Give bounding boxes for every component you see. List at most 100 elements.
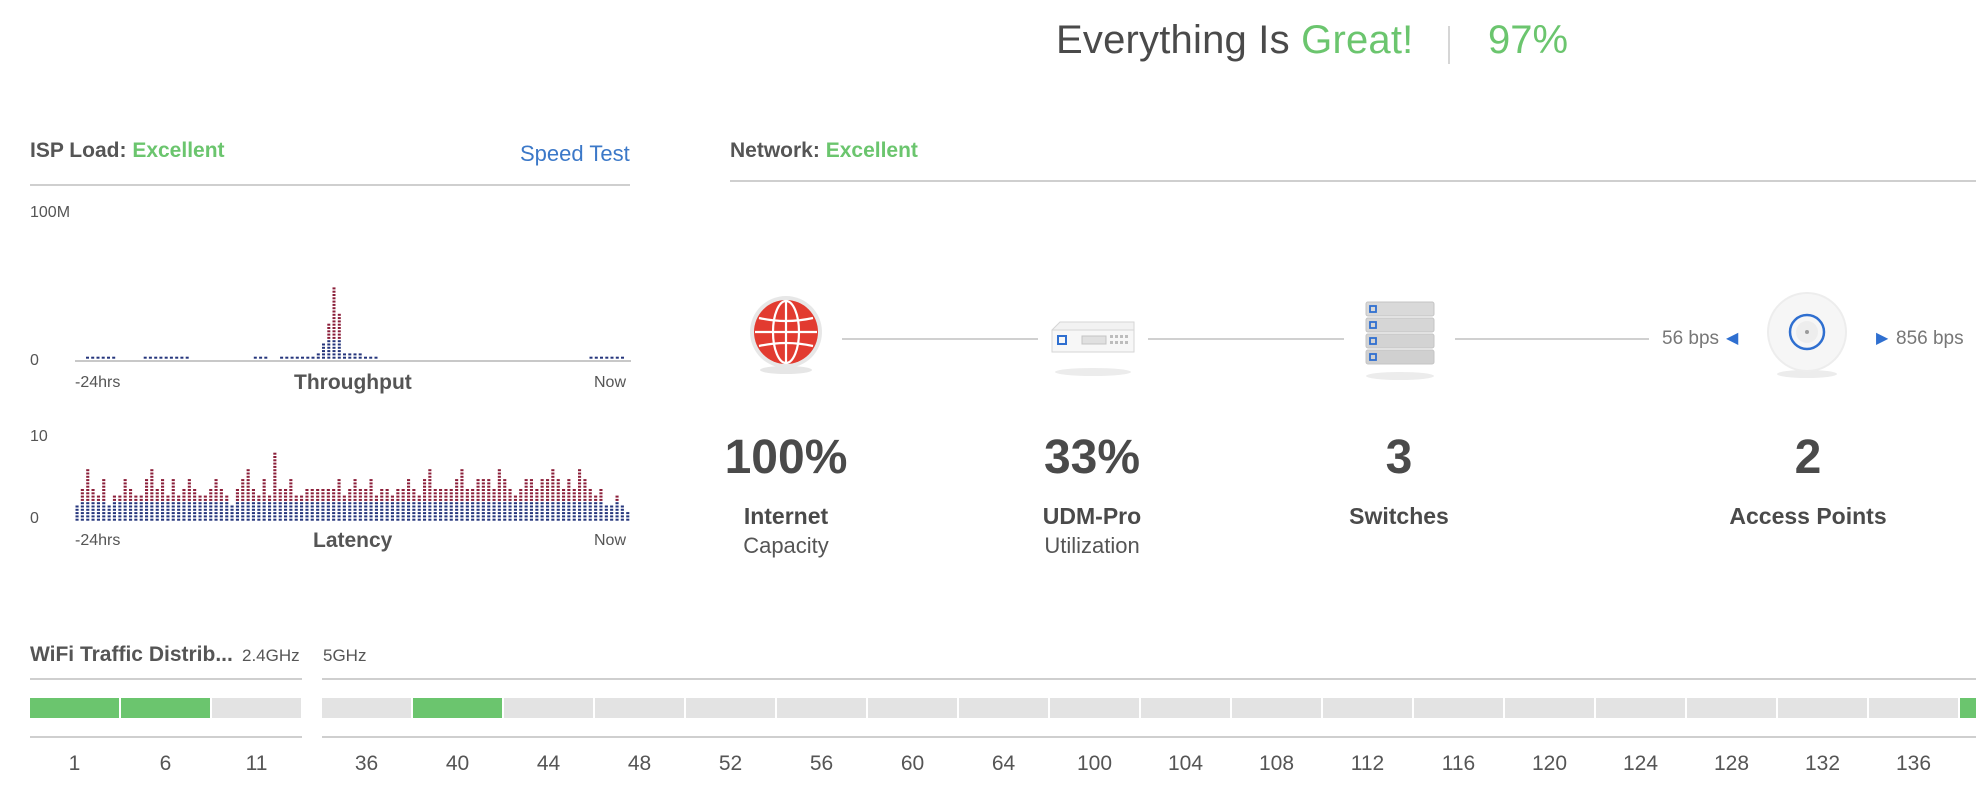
latency-bar-segment (449, 508, 453, 511)
throughput-bar-segment (348, 356, 352, 359)
network-label: Network: (730, 139, 820, 162)
channel-bar-5-48[interactable] (595, 698, 684, 718)
latency-bar-segment (471, 505, 475, 508)
latency-bar-segment (492, 512, 496, 515)
latency-bar-segment (423, 515, 427, 518)
latency-bar-segment (626, 512, 630, 515)
latency-bar-segment (380, 489, 384, 491)
channel-bar-5-128[interactable] (1687, 698, 1776, 718)
latency-bar-segment (278, 489, 282, 491)
latency-bar-segment (481, 482, 485, 485)
latency-bar-segment (551, 502, 555, 505)
channel-bar-5-100[interactable] (1050, 698, 1139, 718)
latency-bar-segment (134, 505, 138, 508)
channel-bar-24-6[interactable] (121, 698, 210, 718)
channel-bar-5-40[interactable] (413, 698, 502, 718)
latency-bar-segment (150, 472, 154, 475)
latency-bar-segment (455, 479, 459, 482)
latency-bar-segment (182, 492, 186, 495)
globe-icon[interactable] (748, 294, 824, 378)
latency-bar-segment (289, 498, 293, 501)
latency-bar-segment (578, 508, 582, 511)
latency-bar-segment (567, 505, 571, 508)
latency-bar-segment (588, 498, 592, 501)
channel-bar-5-36[interactable] (322, 698, 411, 718)
latency-bar-segment (594, 495, 598, 498)
latency-bar-segment (471, 502, 475, 505)
latency-bar-segment (455, 518, 459, 521)
throughput-bar-segment (327, 350, 331, 353)
throughput-bar-segment (327, 323, 331, 326)
latency-bar-segment (348, 515, 352, 518)
latency-bar-segment (86, 482, 90, 485)
speed-test-link[interactable]: Speed Test (520, 141, 630, 166)
latency-bar-segment (385, 505, 389, 508)
throughput-bar-segment (96, 356, 100, 359)
latency-bar-segment (294, 512, 298, 515)
latency-bar-segment (385, 489, 389, 491)
latency-bar-segment (556, 492, 560, 495)
latency-bar-segment (524, 515, 528, 518)
channel-bar-5-56[interactable] (777, 698, 866, 718)
channel-bar-5-104[interactable] (1141, 698, 1230, 718)
latency-bar-segment (182, 489, 186, 491)
latency-bar-segment (546, 515, 550, 518)
channel-bar-5-64[interactable] (959, 698, 1048, 718)
latency-bar-segment (508, 512, 512, 515)
channel-bar-24-11[interactable] (212, 698, 301, 718)
latency-bar-segment (214, 502, 218, 505)
latency-bar-segment (615, 495, 619, 498)
latency-bar-segment (369, 502, 373, 505)
latency-bar-segment (96, 512, 100, 515)
channel-bar-24-1[interactable] (30, 698, 119, 718)
latency-bar-segment (407, 505, 411, 508)
latency-bar-segment (86, 508, 90, 511)
latency-bar-segment (155, 515, 159, 518)
access-point-icon[interactable] (1764, 292, 1850, 380)
latency-bar-segment (321, 498, 325, 501)
latency-bar-segment (513, 495, 517, 498)
latency-bar-segment (161, 495, 165, 498)
channel-bar-5-132[interactable] (1778, 698, 1867, 718)
latency-bar-segment (529, 508, 533, 511)
latency-bar-segment (209, 489, 213, 491)
gateway-icon[interactable] (1046, 316, 1140, 378)
latency-bar-segment (364, 515, 368, 518)
latency-bar-segment (123, 495, 127, 498)
latency-bar-segment (155, 498, 159, 501)
channel-bar-5-136[interactable] (1869, 698, 1958, 718)
channel-bar-5-extra[interactable] (1960, 698, 1976, 718)
latency-bar-segment (332, 508, 336, 511)
latency-bar-segment (96, 508, 100, 511)
latency-bar-segment (235, 505, 239, 508)
channel-bar-5-52[interactable] (686, 698, 775, 718)
latency-bar-segment (145, 518, 149, 521)
channel-bar-5-44[interactable] (504, 698, 593, 718)
channel-bar-5-60[interactable] (868, 698, 957, 718)
latency-bar-segment (578, 472, 582, 475)
latency-bar-segment (497, 508, 501, 511)
channel-bar-5-112[interactable] (1323, 698, 1412, 718)
throughput-bar-segment (101, 356, 105, 359)
channel-bar-5-124[interactable] (1596, 698, 1685, 718)
latency-bar-segment (134, 508, 138, 511)
latency-bar-segment (385, 515, 389, 518)
latency-bar-segment (268, 498, 272, 501)
latency-bar-segment (583, 512, 587, 515)
latency-bar-segment (578, 498, 582, 501)
switch-stack-icon[interactable] (1362, 298, 1438, 382)
latency-bar-segment (364, 489, 368, 491)
wifi-5-top-rule (322, 678, 1976, 680)
channel-bar-5-116[interactable] (1414, 698, 1503, 718)
latency-bar-segment (80, 505, 84, 508)
throughput-bar-segment (332, 323, 336, 326)
latency-bar-segment (177, 508, 181, 511)
latency-bar-segment (321, 502, 325, 505)
latency-bar-segment (578, 495, 582, 498)
channel-bar-5-120[interactable] (1505, 698, 1594, 718)
channel-bar-5-108[interactable] (1232, 698, 1321, 718)
latency-bar-segment (102, 489, 106, 491)
latency-bar-segment (572, 518, 576, 521)
latency-bar-segment (401, 502, 405, 505)
latency-bar-segment (326, 502, 330, 505)
